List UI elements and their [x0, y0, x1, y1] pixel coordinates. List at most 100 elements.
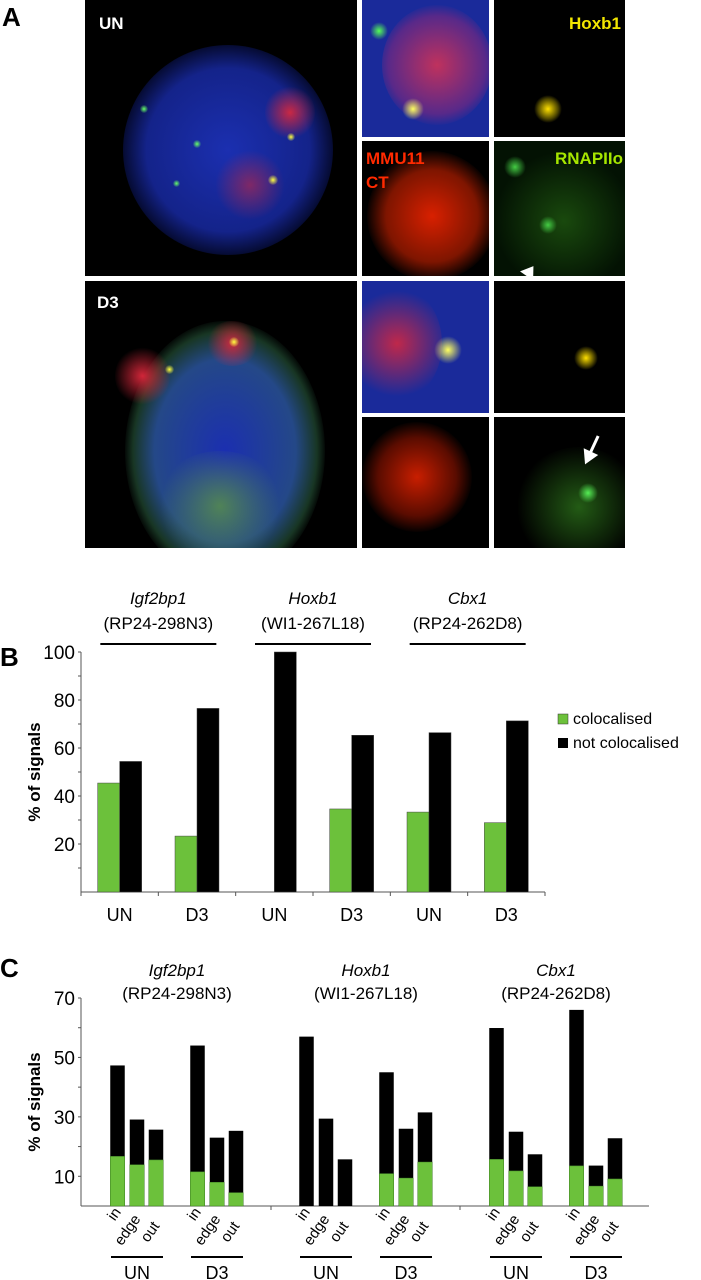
b-x-tick-label: UN	[261, 905, 287, 925]
b-bar-not-colocalised	[196, 708, 220, 893]
c-bar-colocalised	[190, 1171, 205, 1207]
micrograph-d3-zoom-rnapiio	[494, 417, 625, 548]
c-group-clone: (WI1-267L18)	[314, 984, 418, 1003]
c-bar-colocalised	[129, 1164, 145, 1207]
c-bar-colocalised	[607, 1178, 623, 1207]
b-bar-not-colocalised	[506, 720, 529, 893]
c-position-label: in	[293, 1205, 314, 1224]
c-bar-colocalised	[379, 1173, 394, 1207]
micrograph-un-zoom-hoxb1: Hoxb1	[494, 0, 625, 137]
c-condition-label: UN	[503, 1263, 529, 1280]
c-bar-not-colocalised	[508, 1131, 524, 1171]
c-y-tick-label: 10	[54, 1167, 75, 1188]
label-ct: CT	[366, 173, 389, 192]
c-bar-colocalised	[527, 1186, 543, 1207]
c-bar-not-colocalised	[588, 1165, 604, 1187]
b-y-tick-label: 80	[54, 691, 75, 712]
label-hoxb1: Hoxb1	[569, 14, 621, 33]
c-bar-not-colocalised	[569, 1009, 584, 1166]
c-group-clone: (RP24-262D8)	[501, 984, 611, 1003]
b-bar-colocalised	[406, 811, 430, 893]
b-y-tick-label: 20	[54, 835, 75, 856]
c-bar-colocalised	[148, 1159, 164, 1207]
c-condition-label: UN	[124, 1263, 150, 1280]
c-y-tick-label: 30	[54, 1108, 75, 1129]
label-d3: D3	[97, 293, 119, 312]
c-bar-colocalised	[508, 1170, 524, 1207]
legend-colocalised: colocalised	[573, 711, 652, 728]
panel-letter-c: C	[0, 953, 19, 983]
micrograph-d3-zoom-merged	[362, 281, 489, 413]
c-bar-not-colocalised	[527, 1154, 543, 1187]
b-bar-colocalised	[329, 808, 352, 893]
micrograph-un-merged: UN	[85, 0, 357, 276]
b-x-tick-label: D3	[495, 905, 518, 925]
c-group-gene: Hoxb1	[341, 961, 390, 980]
c-bar-colocalised	[489, 1159, 504, 1207]
label-rnapiio: RNAPIIo	[555, 149, 623, 168]
c-bar-colocalised	[417, 1161, 433, 1207]
b-y-tick-label: 40	[54, 787, 75, 808]
c-group-clone: (RP24-298N3)	[122, 984, 232, 1003]
micrograph-d3-merged: D3	[85, 281, 357, 548]
legend-swatch-colocalised	[557, 713, 569, 725]
panel-letter-a: A	[2, 2, 21, 32]
c-ylabel: % of signals	[25, 1052, 44, 1151]
b-group-clone: (WI1-267L18)	[261, 614, 365, 633]
c-bar-not-colocalised	[318, 1118, 334, 1206]
panel-letter-b: B	[0, 642, 19, 672]
b-x-tick-label: UN	[416, 905, 442, 925]
b-bar-not-colocalised	[119, 761, 142, 893]
c-bar-not-colocalised	[190, 1045, 205, 1172]
legend-swatch-not-colocalised	[558, 738, 568, 748]
b-bar-not-colocalised	[351, 735, 374, 893]
c-condition-label: D3	[205, 1263, 228, 1280]
micrograph-d3-zoom-hoxb1	[494, 281, 625, 413]
b-bar-not-colocalised	[428, 732, 452, 893]
c-bar-not-colocalised	[337, 1159, 353, 1206]
b-bar-colocalised	[484, 822, 507, 893]
c-bar-not-colocalised	[228, 1130, 244, 1193]
b-group-gene: Igf2bp1	[130, 589, 187, 608]
charts-svg: B Igf2bp1 (RP24-298N3) Hoxb1 (WI1-267L18) Cb…	[0, 589, 679, 1280]
b-bar-not-colocalised	[274, 651, 297, 893]
b-ylabel: % of signals	[25, 722, 44, 821]
c-condition-label: UN	[313, 1263, 339, 1280]
c-condition-label: D3	[394, 1263, 417, 1280]
c-bar-colocalised	[228, 1192, 244, 1207]
c-bar-not-colocalised	[489, 1028, 504, 1160]
c-position-label: in	[104, 1205, 125, 1224]
c-bar-not-colocalised	[209, 1137, 225, 1183]
label-mmu11: MMU11	[366, 149, 425, 168]
c-condition-label: D3	[584, 1263, 607, 1280]
b-bar-colocalised	[174, 835, 198, 893]
c-position-label: in	[373, 1205, 394, 1224]
c-bar-colocalised	[209, 1181, 225, 1207]
c-bar-colocalised	[398, 1177, 414, 1207]
b-group-clone: (RP24-262D8)	[413, 614, 523, 633]
micrograph-un-zoom-mmu11: MMU11 CT	[362, 141, 489, 276]
micrograph-un-zoom-merged	[362, 0, 489, 137]
b-y-tick-label: 60	[54, 739, 75, 760]
c-group-gene: Cbx1	[536, 961, 576, 980]
c-position-label: in	[184, 1205, 205, 1224]
b-group-gene: Hoxb1	[288, 589, 337, 608]
b-x-tick-label: D3	[340, 905, 363, 925]
micrograph-d3-zoom-mmu11	[362, 417, 489, 548]
b-bar-colocalised	[97, 782, 120, 893]
c-bar-not-colocalised	[110, 1065, 125, 1157]
c-group-gene: Igf2bp1	[149, 961, 206, 980]
c-bar-colocalised	[110, 1156, 125, 1207]
c-bar-not-colocalised	[299, 1036, 314, 1206]
c-bar-not-colocalised	[417, 1112, 433, 1163]
c-position-label: in	[563, 1205, 584, 1224]
c-bar-colocalised	[569, 1165, 584, 1207]
b-group-clone: (RP24-298N3)	[104, 614, 214, 633]
c-bar-not-colocalised	[607, 1138, 623, 1179]
micrograph-un-zoom-rnapiio: RNAPIIo	[494, 141, 625, 276]
b-x-tick-label: UN	[107, 905, 133, 925]
c-bar-colocalised	[588, 1185, 604, 1207]
c-bar-not-colocalised	[398, 1128, 414, 1179]
label-un: UN	[99, 14, 124, 33]
c-bar-not-colocalised	[379, 1072, 394, 1174]
